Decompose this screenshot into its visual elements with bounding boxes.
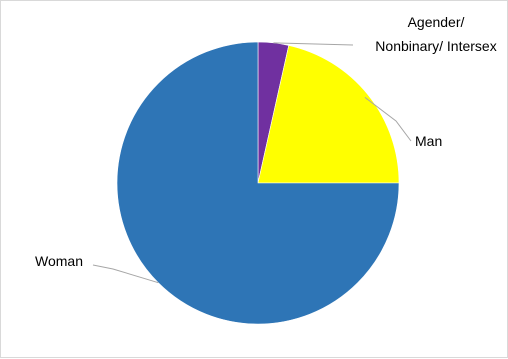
pie-slice-man [257,45,400,184]
slice-label-agender-line1: Agender/ [408,14,465,30]
leader-line-agender-nonbinary-intersex [273,42,354,46]
leader-line-man [364,96,412,142]
leader-lines [92,42,412,284]
slice-label-agender-line2: Nonbinary/ Intersex [375,38,496,54]
slice-label-woman: Woman [35,253,83,269]
slice-label-man: Man [415,133,442,149]
leader-line-woman [92,264,159,284]
slice-labels: Agender/ Nonbinary/ Intersex Man Woman [35,14,497,269]
pie-slices [116,41,400,325]
